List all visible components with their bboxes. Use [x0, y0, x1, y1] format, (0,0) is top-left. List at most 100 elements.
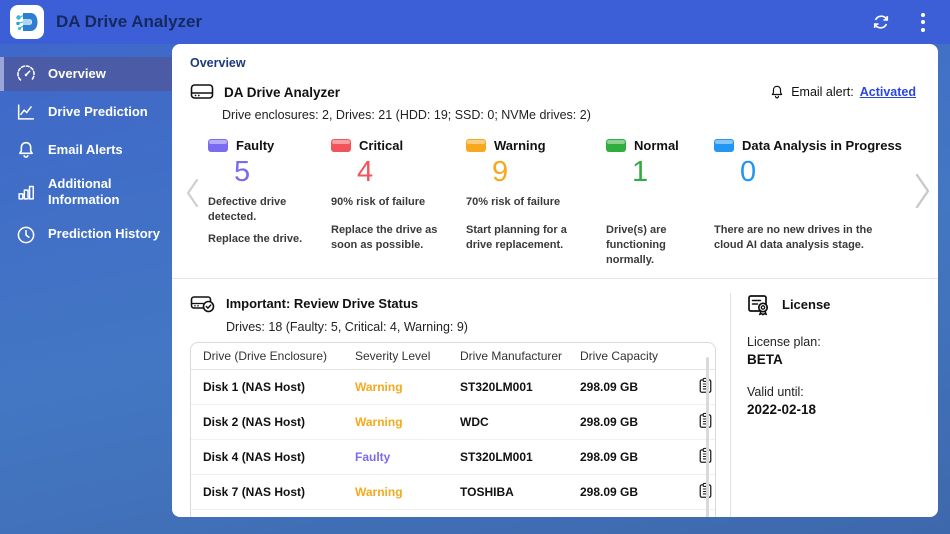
sidebar-label: Drive Prediction — [48, 103, 148, 119]
gauge-icon — [14, 62, 38, 86]
cell-severity: Warning — [343, 404, 448, 440]
carousel-next-button[interactable] — [910, 170, 934, 212]
line-chart-icon — [14, 100, 38, 124]
drive-check-icon — [190, 295, 215, 312]
kebab-icon — [921, 12, 925, 32]
drive-summary-text: Drive enclosures: 2, Drives: 21 (HDD: 19… — [222, 108, 591, 122]
cell-drive: Disk 4 (NAS Host) — [191, 439, 343, 475]
summary-title: DA Drive Analyzer — [224, 84, 341, 100]
sidebar-label: Additional Information — [48, 176, 120, 208]
clock-icon — [14, 223, 38, 247]
status-card-data-analysis: Data Analysis in Progress 0 There are no… — [714, 138, 910, 268]
table-row[interactable]: Disk 2 (NAS Host) Warning WDC 298.09 GB — [191, 404, 715, 440]
drive-status-table: Drive (Drive Enclosure) Severity Level D… — [190, 341, 716, 517]
status-label: Normal — [634, 138, 679, 153]
table-row[interactable]: Disk 7 (NAS Host) Warning TOSHIBA 298.09… — [191, 474, 715, 510]
app-header: DA Drive Analyzer — [0, 0, 950, 44]
status-description: Defective drive detected. — [208, 196, 287, 223]
warning-drive-icon — [466, 139, 486, 152]
status-card-faulty: Faulty 5 Defective drive detected. Repla… — [208, 138, 331, 268]
status-label: Data Analysis in Progress — [742, 138, 902, 153]
faulty-drive-icon — [208, 139, 228, 152]
drive-status-subtitle: Drives: 18 (Faulty: 5, Critical: 4, Warn… — [226, 319, 468, 334]
cell-manufacturer: WDC — [448, 509, 568, 517]
cell-capacity: 298.09 GB — [568, 509, 686, 517]
sidebar-item-additional-information[interactable]: Additional Information — [0, 171, 172, 214]
email-alert-label: Email alert: — [791, 85, 854, 99]
sidebar-label: Email Alerts — [48, 141, 123, 157]
cell-capacity: 298.09 GB — [568, 369, 686, 405]
email-alert-activated-link[interactable]: Activated — [859, 85, 916, 99]
status-count: 4 — [357, 156, 374, 188]
section-divider — [172, 277, 938, 279]
license-plan-label: License plan: — [747, 334, 821, 349]
status-description: 70% risk of failure — [466, 196, 561, 208]
col-drive: Drive (Drive Enclosure) — [191, 342, 343, 370]
license-valid-value: 2022-02-18 — [747, 401, 817, 417]
cell-capacity: 298.09 GB — [568, 439, 686, 475]
cell-severity: Faulty — [343, 439, 448, 475]
status-label: Warning — [494, 138, 546, 153]
status-card-critical: Critical 4 90% risk of failure Replace t… — [331, 138, 466, 268]
status-description — [714, 195, 900, 216]
bar-chart-icon — [14, 180, 38, 204]
license-title: License — [782, 297, 831, 313]
status-action: There are no new drives in the cloud AI … — [714, 224, 873, 251]
sidebar-item-overview[interactable]: Overview — [0, 57, 172, 91]
cell-severity: Warning — [343, 474, 448, 510]
carousel-prev-button[interactable] — [182, 176, 204, 210]
status-action: Start planning for a drive replacement. — [466, 224, 567, 251]
more-menu-button[interactable] — [912, 11, 934, 33]
status-count: 1 — [632, 156, 649, 188]
da-logo-icon — [16, 13, 38, 31]
status-action: Replace the drive as soon as possible. — [331, 224, 438, 251]
chevron-right-icon — [915, 173, 930, 209]
cell-manufacturer: WDC — [448, 404, 568, 440]
status-description: 90% risk of failure — [331, 196, 426, 208]
cell-drive: Disk 2 (NAS Host) — [191, 404, 343, 440]
table-header-row: Drive (Drive Enclosure) Severity Level D… — [191, 342, 715, 370]
app-logo — [10, 5, 44, 39]
cell-manufacturer: ST320LM001 — [448, 439, 568, 475]
cell-severity: Warning — [343, 369, 448, 405]
status-label: Faulty — [236, 138, 275, 153]
sidebar-item-email-alerts[interactable]: Email Alerts — [0, 133, 172, 167]
critical-drive-icon — [331, 139, 351, 152]
table-row[interactable]: Disk 1 (NAS Host) Warning ST320LM001 298… — [191, 369, 715, 405]
col-capacity: Drive Capacity — [568, 342, 686, 370]
refresh-button[interactable] — [870, 11, 892, 33]
table-row[interactable]: Disk 4 (NAS Host) Faulty ST320LM001 298.… — [191, 439, 715, 475]
cell-drive: Disk 8 (NAS Host) — [191, 509, 343, 517]
drive-status-title: Important: Review Drive Status — [226, 296, 419, 312]
cell-severity: Critical — [343, 509, 448, 517]
sidebar-label: Overview — [48, 65, 106, 81]
cell-capacity: 298.09 GB — [568, 474, 686, 510]
normal-drive-icon — [606, 139, 626, 152]
bell-icon — [771, 85, 783, 99]
status-label: Critical — [359, 138, 404, 153]
status-description — [606, 195, 704, 216]
app-title: DA Drive Analyzer — [56, 12, 203, 31]
cell-capacity: 298.09 GB — [568, 404, 686, 440]
status-card-warning: Warning 9 70% risk of failure Start plan… — [466, 138, 606, 268]
table-scrollbar[interactable] — [706, 356, 709, 517]
col-manufacturer: Drive Manufacturer — [448, 342, 568, 370]
license-icon — [748, 294, 769, 316]
col-severity: Severity Level — [343, 342, 448, 370]
summary-section: DA Drive Analyzer Email alert: Activated… — [172, 80, 938, 122]
sidebar-item-drive-prediction[interactable]: Drive Prediction — [0, 95, 172, 129]
license-valid-label: Valid until: — [747, 384, 804, 399]
chevron-left-icon — [186, 178, 199, 208]
status-count: 5 — [234, 156, 251, 188]
status-card-normal: Normal 1 Drive(s) are functioning normal… — [606, 138, 714, 268]
drive-icon — [190, 84, 214, 99]
status-count: 0 — [740, 156, 757, 188]
table-row[interactable]: Disk 8 (NAS Host) Critical WDC 298.09 GB — [191, 509, 715, 517]
sidebar: Overview Drive Prediction Email Alerts — [0, 44, 172, 534]
license-plan-value: BETA — [747, 351, 783, 367]
cell-drive: Disk 7 (NAS Host) — [191, 474, 343, 510]
sidebar-item-prediction-history[interactable]: Prediction History — [0, 218, 172, 252]
bell-icon — [14, 138, 38, 162]
cell-drive: Disk 1 (NAS Host) — [191, 369, 343, 405]
sidebar-label: Prediction History — [48, 226, 160, 242]
